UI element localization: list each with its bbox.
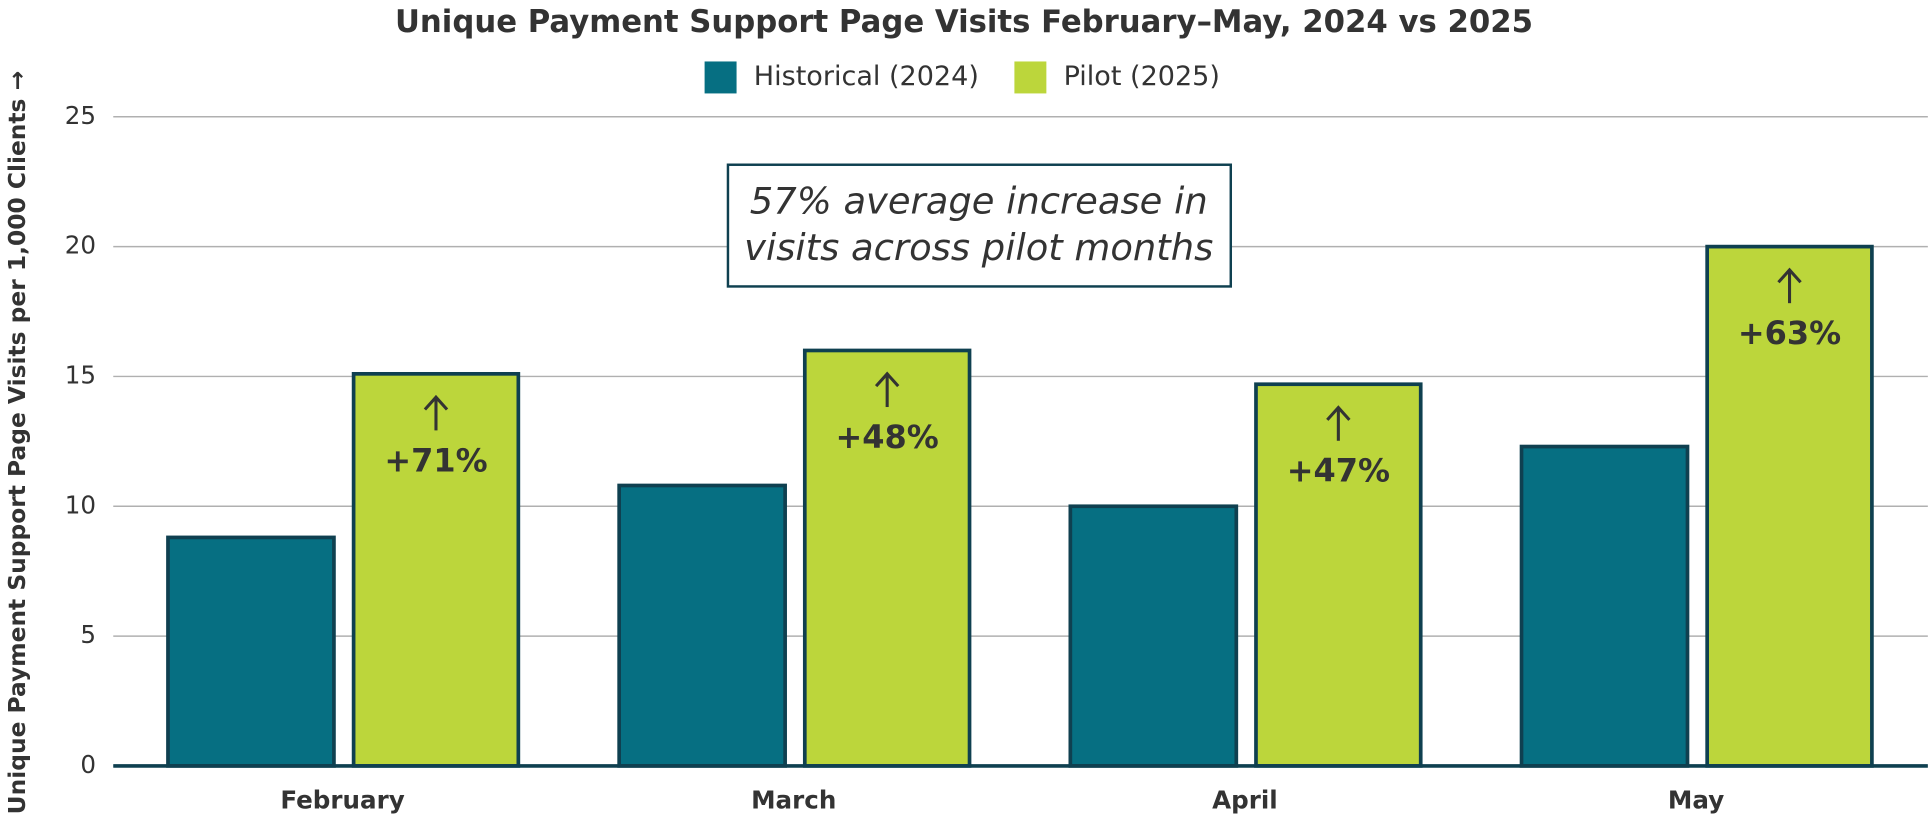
bar	[1519, 444, 1690, 768]
legend-swatch	[1014, 61, 1047, 94]
arrow-head	[423, 394, 449, 411]
y-tick-label: 0	[80, 750, 96, 779]
x-tick-label: February	[280, 786, 404, 815]
bar	[1254, 382, 1423, 768]
chart-title: Unique Payment Support Page Visits Febru…	[395, 4, 1533, 40]
annotation: +71%	[384, 441, 487, 479]
x-tick-label: May	[1668, 786, 1724, 815]
x-tick-label: April	[1212, 786, 1278, 815]
y-tick-label: 25	[65, 101, 96, 130]
y-tick-label: 10	[65, 490, 96, 519]
bar	[351, 371, 521, 768]
callout-text: visits across pilot months	[744, 226, 1213, 269]
y-tick-label: 15	[65, 360, 96, 389]
legend-swatch	[704, 61, 737, 94]
callout-box	[726, 163, 1233, 288]
bar	[1705, 244, 1874, 768]
legend-label: Pilot (2025)	[1064, 61, 1220, 92]
bar	[802, 348, 972, 768]
arrow-head	[1777, 267, 1802, 284]
legend-label: Historical (2024)	[754, 61, 979, 92]
arrow-head	[874, 371, 900, 388]
y-tick-label: 5	[80, 620, 96, 649]
arrow-head	[1326, 405, 1351, 421]
annotation: +48%	[836, 418, 939, 456]
callout-text: 57% average increase in	[750, 179, 1208, 222]
bar	[617, 483, 787, 768]
annotation: +47%	[1287, 452, 1390, 490]
x-tick-label: March	[751, 786, 836, 815]
bar	[166, 535, 336, 768]
annotation: +63%	[1738, 314, 1841, 352]
y-tick-label: 20	[65, 231, 96, 260]
y-axis-label: Unique Payment Support Page Visits per 1…	[3, 71, 31, 814]
bar	[1068, 504, 1239, 768]
